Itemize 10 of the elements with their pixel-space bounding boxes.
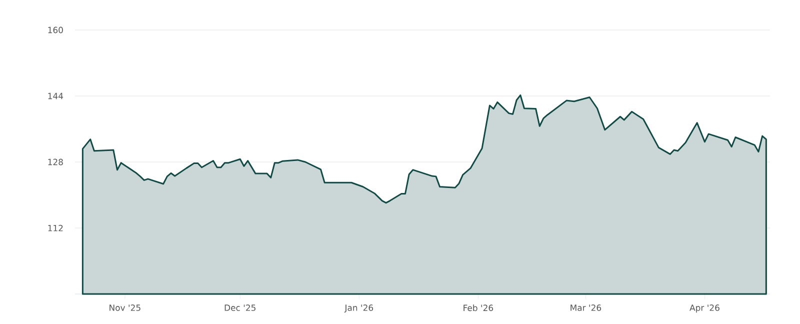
y-tick-label: 112 [48, 224, 63, 232]
x-tick-label: Jan '26 [344, 304, 374, 313]
x-tick-label: Nov '25 [110, 304, 140, 311]
x-tick-label: Apr '26 [690, 304, 720, 313]
y-tick-label: 144 [48, 92, 63, 100]
x-tick-label: Feb '26 [464, 304, 494, 312]
x-tick-label: Dec '25 [224, 304, 256, 311]
x-tick-label: Mar '26 [570, 304, 602, 311]
y-tick-label: 128 [48, 158, 63, 166]
y-tick-label: 160 [48, 26, 63, 34]
